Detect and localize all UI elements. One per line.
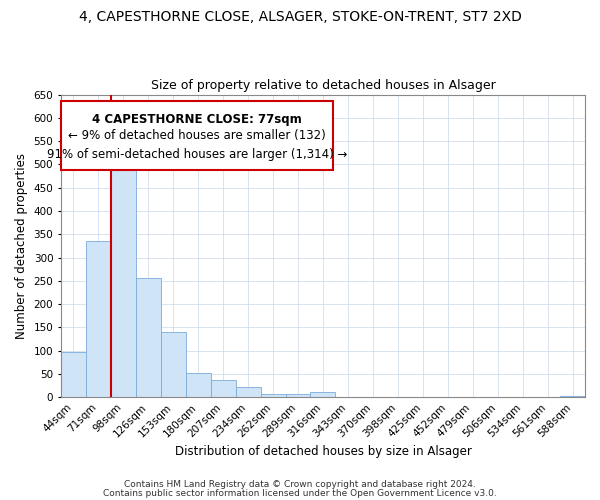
Text: 4, CAPESTHORNE CLOSE, ALSAGER, STOKE-ON-TRENT, ST7 2XD: 4, CAPESTHORNE CLOSE, ALSAGER, STOKE-ON-… — [79, 10, 521, 24]
Text: 91% of semi-detached houses are larger (1,314) →: 91% of semi-detached houses are larger (… — [47, 148, 347, 160]
Bar — [186, 372, 211, 397]
FancyBboxPatch shape — [61, 100, 334, 170]
Y-axis label: Number of detached properties: Number of detached properties — [15, 153, 28, 339]
Title: Size of property relative to detached houses in Alsager: Size of property relative to detached ho… — [151, 79, 496, 92]
Bar — [236, 387, 260, 397]
Text: 4 CAPESTHORNE CLOSE: 77sqm: 4 CAPESTHORNE CLOSE: 77sqm — [92, 112, 302, 126]
Bar — [86, 241, 111, 397]
Text: Contains public sector information licensed under the Open Government Licence v3: Contains public sector information licen… — [103, 488, 497, 498]
Bar — [286, 394, 310, 397]
Text: Contains HM Land Registry data © Crown copyright and database right 2024.: Contains HM Land Registry data © Crown c… — [124, 480, 476, 489]
Bar — [161, 332, 186, 397]
Bar — [211, 380, 236, 397]
X-axis label: Distribution of detached houses by size in Alsager: Distribution of detached houses by size … — [175, 444, 472, 458]
Text: ← 9% of detached houses are smaller (132): ← 9% of detached houses are smaller (132… — [68, 130, 326, 142]
Bar — [260, 394, 286, 397]
Bar — [136, 278, 161, 397]
Bar — [61, 352, 86, 397]
Bar — [111, 162, 136, 397]
Bar — [310, 392, 335, 397]
Bar — [560, 396, 585, 397]
